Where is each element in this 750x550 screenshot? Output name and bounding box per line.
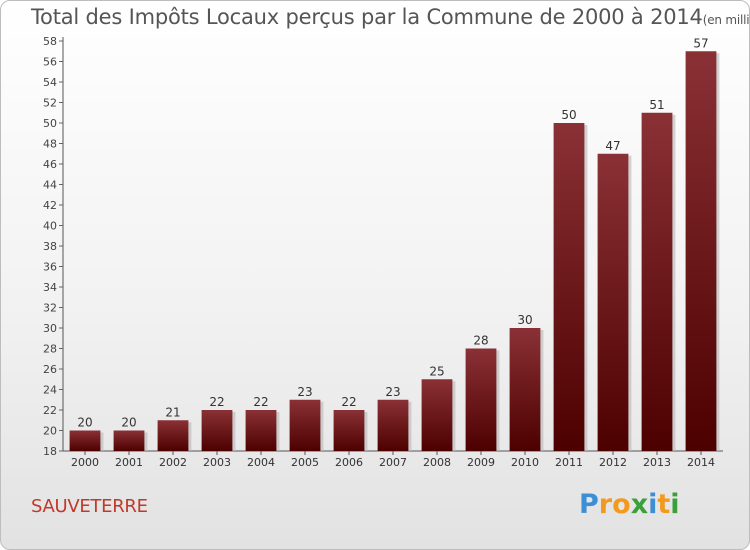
logo-letter: i xyxy=(648,489,658,520)
y-tick-label: 22 xyxy=(43,404,57,417)
y-tick-label: 24 xyxy=(43,384,57,397)
logo-letter: x xyxy=(630,489,649,520)
bar xyxy=(553,123,585,451)
bar xyxy=(421,379,453,451)
y-tick-label: 34 xyxy=(43,281,57,294)
x-tick-label: 2005 xyxy=(291,456,319,469)
x-tick-label: 2004 xyxy=(247,456,275,469)
x-tick-label: 2011 xyxy=(555,456,583,469)
y-tick-label: 52 xyxy=(43,97,57,110)
y-tick-label: 38 xyxy=(43,240,57,253)
y-tick-label: 50 xyxy=(43,117,57,130)
y-tick-label: 44 xyxy=(43,179,57,192)
bar-value-label: 23 xyxy=(297,385,312,399)
x-tick-label: 2010 xyxy=(511,456,539,469)
bar xyxy=(509,328,541,451)
bar-value-label: 51 xyxy=(649,98,664,112)
y-tick-label: 54 xyxy=(43,76,57,89)
bar xyxy=(289,399,321,451)
x-tick-label: 2013 xyxy=(643,456,671,469)
bar-value-label: 22 xyxy=(253,395,268,409)
bar-value-label: 22 xyxy=(209,395,224,409)
y-tick-label: 26 xyxy=(43,363,57,376)
x-tick-label: 2008 xyxy=(423,456,451,469)
bar-value-label: 25 xyxy=(429,364,444,378)
bar xyxy=(641,112,673,451)
bar-value-label: 21 xyxy=(165,405,180,419)
chart-title: Total des Impôts Locaux perçus par la Co… xyxy=(31,5,750,29)
bar-value-label: 22 xyxy=(341,395,356,409)
bar xyxy=(157,420,189,451)
x-tick-label: 2002 xyxy=(159,456,187,469)
x-tick-label: 2000 xyxy=(71,456,99,469)
logo-letter: P xyxy=(579,489,599,520)
proxiti-logo[interactable]: Proxiti xyxy=(579,489,680,520)
y-tick-label: 36 xyxy=(43,261,57,274)
x-tick-label: 2014 xyxy=(687,456,715,469)
y-tick-label: 32 xyxy=(43,302,57,315)
bar xyxy=(201,410,233,451)
x-tick-label: 2003 xyxy=(203,456,231,469)
y-tick-label: 56 xyxy=(43,56,57,69)
y-tick-label: 18 xyxy=(43,445,57,458)
bar xyxy=(597,153,629,451)
bar-value-label: 57 xyxy=(693,36,708,50)
x-tick-label: 2006 xyxy=(335,456,363,469)
y-tick-label: 30 xyxy=(43,322,57,335)
chart-title-unit: (en milliers d'€) xyxy=(702,13,750,27)
bar xyxy=(333,410,365,451)
logo-letter: r xyxy=(598,489,613,520)
bar xyxy=(685,51,717,451)
y-tick-label: 40 xyxy=(43,220,57,233)
bar-value-label: 50 xyxy=(561,108,576,122)
y-tick-label: 28 xyxy=(43,343,57,356)
y-tick-label: 42 xyxy=(43,199,57,212)
logo-letter: t xyxy=(657,489,671,520)
x-tick-label: 2007 xyxy=(379,456,407,469)
bar-value-label: 20 xyxy=(121,416,136,430)
bar-value-label: 28 xyxy=(473,334,488,348)
chart-title-text: Total des Impôts Locaux perçus par la Co… xyxy=(31,5,703,29)
bar-value-label: 30 xyxy=(517,313,532,327)
bar xyxy=(69,430,101,451)
bar xyxy=(113,430,145,451)
bar xyxy=(245,410,277,451)
x-tick-label: 2009 xyxy=(467,456,495,469)
logo-letter: i xyxy=(670,489,680,520)
x-tick-label: 2012 xyxy=(599,456,627,469)
y-tick-label: 48 xyxy=(43,138,57,151)
y-tick-label: 58 xyxy=(43,35,57,48)
logo-letter: o xyxy=(612,489,631,520)
y-tick-label: 20 xyxy=(43,425,57,438)
y-tick-label: 46 xyxy=(43,158,57,171)
bar-value-label: 47 xyxy=(605,139,620,153)
x-tick-label: 2001 xyxy=(115,456,143,469)
bar-value-label: 23 xyxy=(385,385,400,399)
bar xyxy=(465,348,497,451)
commune-name: SAUVETERRE xyxy=(31,496,148,517)
bar xyxy=(377,399,409,451)
bar-value-label: 20 xyxy=(77,416,92,430)
